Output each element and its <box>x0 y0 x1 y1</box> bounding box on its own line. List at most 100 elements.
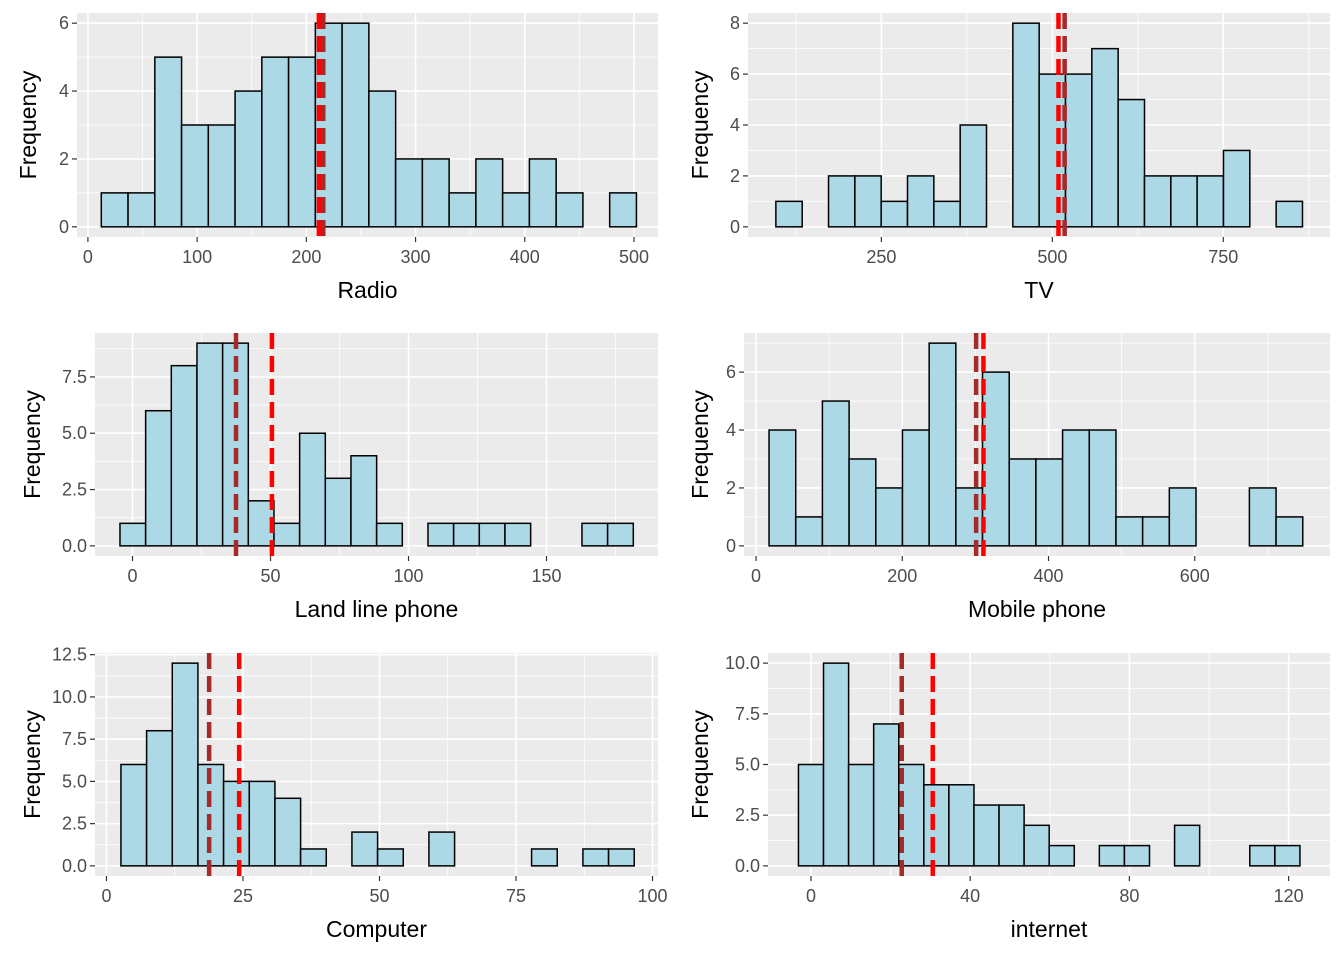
x-tick-label: 50 <box>369 886 389 906</box>
x-tick-label: 120 <box>1274 886 1304 906</box>
x-tick-label: 50 <box>261 566 281 586</box>
histogram-bar <box>428 831 456 867</box>
histogram-bar <box>1275 516 1304 547</box>
x-tick-label: 100 <box>393 566 423 586</box>
histogram-bar <box>901 429 930 547</box>
histogram-bar <box>1196 175 1225 228</box>
histogram-bar <box>171 662 199 867</box>
y-tick-label: 0.0 <box>62 856 87 876</box>
y-tick-label: 2 <box>730 166 740 186</box>
histogram-bar <box>341 22 370 228</box>
histogram-bar <box>314 22 343 228</box>
y-tick-label: 8 <box>730 13 740 33</box>
histogram-bar <box>933 200 961 228</box>
y-tick-label: 5.0 <box>62 423 87 443</box>
histogram-bar <box>1274 844 1301 867</box>
histogram-bar <box>222 780 251 867</box>
y-axis-title: Frequency <box>19 710 45 819</box>
histogram-bar <box>797 763 825 867</box>
y-tick-label: 6 <box>59 13 69 33</box>
y-tick-label: 6 <box>730 64 740 84</box>
y-tick-label: 4 <box>726 420 736 440</box>
histogram-bar <box>955 487 984 547</box>
histogram-bar <box>880 200 909 228</box>
histogram-bar <box>1061 429 1091 547</box>
y-tick-label: 7.5 <box>62 729 87 749</box>
histogram-bar <box>376 848 405 867</box>
y-tick-label: 0 <box>726 536 736 556</box>
y-tick-label: 4 <box>730 115 740 135</box>
histogram-bar <box>998 804 1025 867</box>
y-tick-label: 2.5 <box>735 805 760 825</box>
histogram-bar <box>582 848 610 867</box>
histogram-bar <box>1275 200 1304 228</box>
histogram-bar <box>928 342 957 547</box>
histogram-bar <box>847 763 875 867</box>
x-tick-label: 200 <box>887 566 917 586</box>
histogram-bar <box>1173 824 1201 867</box>
histogram-bar <box>1143 175 1172 228</box>
histogram-bar <box>261 56 290 228</box>
histogram-bar <box>475 158 504 228</box>
x-tick-label: 400 <box>510 247 540 267</box>
histogram-bar <box>421 158 450 228</box>
histogram-bar <box>274 797 302 867</box>
histogram-bar <box>1098 844 1126 867</box>
y-tick-label: 2.5 <box>62 480 87 500</box>
histogram-bar <box>375 522 404 547</box>
histogram-bar <box>394 158 424 228</box>
histogram-bar <box>555 192 584 228</box>
histogram-bar <box>501 192 531 228</box>
x-tick-label: 500 <box>619 247 649 267</box>
y-tick-label: 5.0 <box>62 771 87 791</box>
histogram-bar <box>299 848 328 867</box>
x-axis-title: TV <box>1024 277 1054 303</box>
y-tick-label: 2 <box>726 478 736 498</box>
x-axis-title: Computer <box>326 916 427 942</box>
x-axis-title: Mobile phone <box>968 596 1106 622</box>
x-tick-label: 0 <box>83 247 93 267</box>
histogram-bar <box>822 662 850 867</box>
histogram-bar <box>530 848 558 867</box>
histogram-bar <box>848 458 877 547</box>
x-tick-label: 300 <box>401 247 431 267</box>
histogram-bar <box>350 455 378 547</box>
y-tick-label: 12.5 <box>52 645 87 665</box>
histogram-bar <box>981 371 1010 547</box>
x-tick-label: 200 <box>291 247 321 267</box>
histogram-bar <box>1012 22 1040 228</box>
x-tick-label: 25 <box>233 886 253 906</box>
x-tick-label: 400 <box>1033 566 1063 586</box>
x-tick-label: 100 <box>638 886 668 906</box>
y-tick-label: 7.5 <box>735 704 760 724</box>
y-tick-label: 0 <box>59 217 69 237</box>
histogram-bar <box>1115 516 1144 547</box>
x-tick-label: 600 <box>1180 566 1210 586</box>
histogram-bar <box>581 522 609 547</box>
y-tick-label: 10.0 <box>52 687 87 707</box>
histogram-bar <box>207 124 236 228</box>
y-tick-label: 2.5 <box>62 814 87 834</box>
histogram-bar <box>827 175 856 228</box>
histogram-bar <box>324 477 352 547</box>
histogram-bar <box>608 192 638 228</box>
histogram-bar <box>144 409 173 547</box>
x-tick-label: 80 <box>1119 886 1139 906</box>
x-axis-title: internet <box>1011 916 1088 942</box>
histogram-radio: 0 100 200 300 400 500 0 2 4 6 Radio Frequency <box>15 13 658 303</box>
histogram-bar <box>1248 487 1277 547</box>
histogram-bar <box>234 90 263 228</box>
x-tick-label: 100 <box>182 247 212 267</box>
histogram-bar <box>973 804 1000 867</box>
histogram-bar <box>368 90 397 228</box>
histogram-bar <box>607 848 635 867</box>
histogram-bar <box>794 516 824 547</box>
histogram-bar <box>1088 429 1117 547</box>
histogram-bar <box>100 192 129 228</box>
histogram-bar <box>119 522 147 547</box>
histogram-bar <box>273 522 301 547</box>
y-tick-label: 4 <box>59 81 69 101</box>
y-tick-label: 10.0 <box>725 653 760 673</box>
y-tick-label: 0 <box>730 217 740 237</box>
